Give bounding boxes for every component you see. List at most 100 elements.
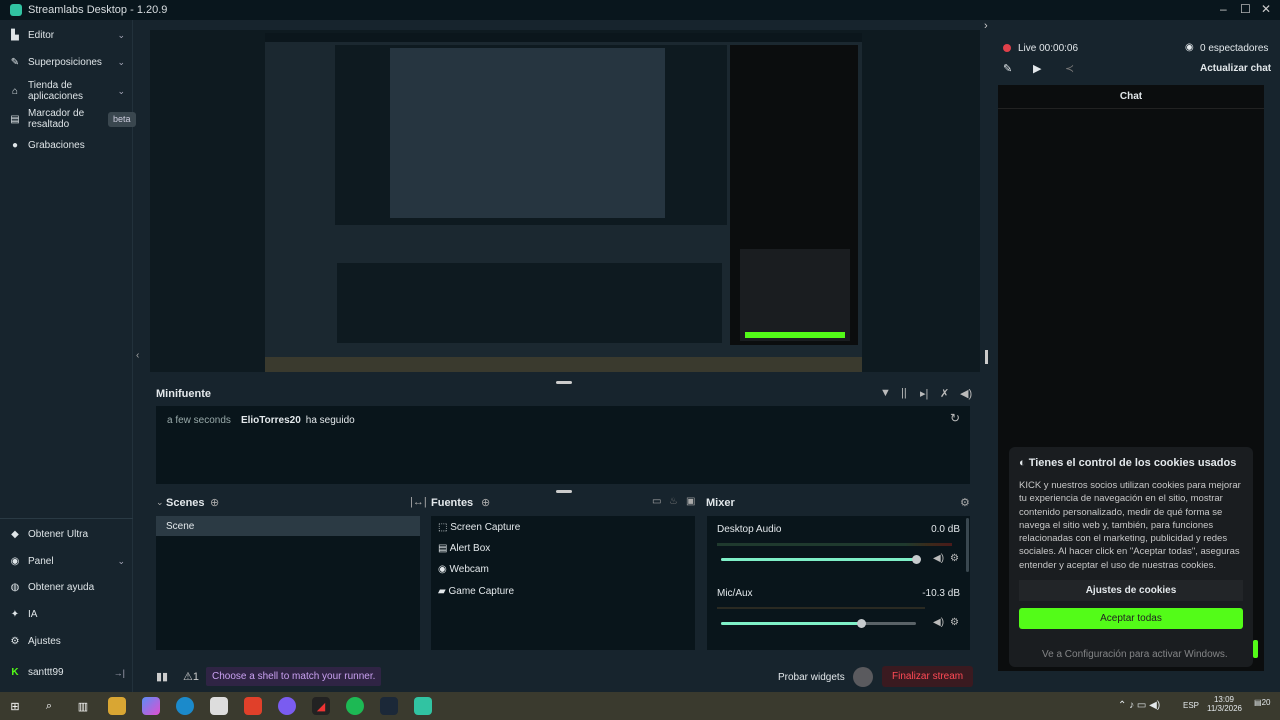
sidebar-item-store[interactable]: ⌂ Tienda de aplicaciones ⌄ — [10, 80, 125, 102]
notifications-icon[interactable]: ▤20 — [1254, 698, 1271, 707]
folder-icon[interactable]: ▣ — [686, 496, 696, 507]
close-button[interactable]: ✕ — [1261, 2, 1272, 16]
gear-icon[interactable]: ⚙ — [950, 617, 959, 628]
stream-preview[interactable] — [265, 33, 862, 372]
chevron-down-icon[interactable]: ⌄ — [156, 497, 164, 507]
cookie-settings-button[interactable]: Ajustes de cookies — [1019, 580, 1243, 602]
edit-icon[interactable]: ✎ — [1003, 63, 1013, 75]
scene-transition-icon[interactable]: |↔| — [410, 496, 427, 508]
streamlabs-icon[interactable] — [414, 697, 432, 715]
volume-icon[interactable]: ◀) — [960, 388, 973, 400]
source-item[interactable]: ▰ Game Capture — [438, 586, 514, 597]
resize-handle[interactable] — [556, 490, 572, 493]
game-app-icon[interactable]: ◢ — [312, 697, 330, 715]
discord-icon[interactable] — [278, 697, 296, 715]
remove-source-icon[interactable]: ♨ — [669, 496, 678, 507]
add-source-icon[interactable]: ⊕ — [481, 497, 491, 509]
scrollbar[interactable] — [966, 518, 969, 572]
source-item[interactable]: ⬚ Screen Capture — [438, 522, 520, 533]
minifeed-list: a few seconds ElioTorres20 ha seguido ↻ — [156, 406, 970, 484]
refresh-icon[interactable]: ↻ — [950, 411, 961, 425]
label: Grabaciones — [28, 140, 85, 151]
minimize-button[interactable]: – — [1220, 2, 1227, 16]
add-scene-icon[interactable]: ⊕ — [210, 497, 220, 509]
sidebar-item-dashboard[interactable]: ◉ Panel ⌄ — [10, 556, 125, 567]
overlays-icon: ✎ — [10, 57, 20, 68]
sidebar-item-ai[interactable]: ✦ IA — [10, 609, 125, 620]
window-title: Streamlabs Desktop - 1.20.9 — [28, 4, 168, 16]
stats-icon[interactable]: ▮▮ — [156, 671, 169, 683]
chevron-down-icon: ⌄ — [117, 556, 125, 566]
share-icon[interactable]: ≺ — [1065, 63, 1075, 75]
collapse-left-icon[interactable]: ‹ — [136, 350, 140, 361]
tip-banner[interactable]: Choose a shell to match your runner. — [206, 667, 382, 686]
maximize-button[interactable]: ☐ — [1240, 2, 1251, 16]
sidebar-item-ultra[interactable]: ◆ Obtener Ultra — [10, 529, 125, 540]
source-item[interactable]: ▤ Alert Box — [438, 543, 490, 554]
speaker-icon[interactable]: ◀) — [933, 553, 945, 564]
scene-item[interactable]: Scene — [156, 516, 420, 536]
gear-icon[interactable]: ⚙ — [960, 497, 970, 509]
resize-handle[interactable] — [556, 381, 572, 384]
eye-icon: ◉ — [1185, 42, 1194, 53]
source-label: Game Capture — [448, 586, 515, 597]
source-group-icon[interactable]: ▭ — [652, 496, 662, 507]
tray-icons[interactable]: ⌃ ♪ ▭ ◀) — [1118, 700, 1161, 711]
task-view-icon[interactable]: ▥ — [77, 700, 89, 713]
gear-icon[interactable]: ⚙ — [950, 553, 959, 564]
camera-icon[interactable]: ▶ — [1033, 63, 1042, 75]
label: Obtener ayuda — [28, 582, 95, 593]
event-row[interactable]: a few seconds ElioTorres20 ha seguido — [167, 415, 355, 426]
end-stream-button[interactable]: Finalizar stream — [882, 666, 974, 687]
sidebar-item-editor[interactable]: ▙ Editor ⌄ — [10, 30, 125, 41]
sidebar: ▙ Editor ⌄ ✎ Superposiciones ⌄ ⌂ Tienda de ap… — [0, 20, 136, 692]
cookie-title: Tienes el control de los cookies usados — [1028, 457, 1237, 469]
windows-start-icon[interactable]: ⊞ — [10, 700, 20, 713]
volume-slider[interactable] — [721, 619, 916, 628]
refresh-chat-button[interactable]: Actualizar chat — [1200, 63, 1272, 74]
event-user: ElioTorres20 — [240, 415, 301, 426]
collapse-right-icon[interactable]: › — [984, 20, 988, 32]
pause-icon[interactable]: || — [901, 387, 907, 399]
source-label: Screen Capture — [450, 522, 521, 533]
preview-titlebar — [265, 33, 862, 42]
label: Superposiciones — [28, 57, 102, 68]
sidebar-item-overlays[interactable]: ✎ Superposiciones ⌄ — [10, 57, 125, 68]
sources-list: ⬚ Screen Capture ▤ Alert Box ◉ Webcam ▰ … — [431, 516, 695, 650]
sidebar-item-settings[interactable]: ⚙ Ajustes — [10, 636, 125, 647]
brave-icon[interactable] — [244, 697, 262, 715]
speaker-icon[interactable]: ◀) — [933, 617, 945, 628]
nested-accept — [745, 332, 845, 338]
play-icon: ● — [11, 140, 19, 151]
resize-handle[interactable] — [985, 350, 988, 364]
cookie-dialog: ◐ Tienes el control de los cookies usado… — [1009, 447, 1253, 667]
store-icon[interactable] — [210, 697, 228, 715]
sidebar-item-help[interactable]: ◍ Obtener ayuda — [10, 582, 125, 593]
volume-slider[interactable] — [721, 555, 921, 564]
search-icon[interactable]: ⌕ — [45, 699, 53, 712]
clock[interactable]: 13:09 11/3/2026 — [1207, 695, 1242, 713]
accept-all-button[interactable]: Aceptar todas — [1019, 608, 1243, 630]
test-widgets-button[interactable]: Probar widgets — [778, 672, 845, 683]
edge-icon[interactable] — [176, 697, 194, 715]
language-indicator[interactable]: ESP — [1183, 701, 1200, 710]
event-action: ha seguido — [305, 415, 355, 426]
mute-alerts-icon[interactable]: ✗ — [940, 388, 950, 400]
copilot-icon[interactable] — [142, 697, 160, 715]
record-button[interactable] — [853, 667, 873, 687]
cookie-title-row: ◐ Tienes el control de los cookies usado… — [1019, 457, 1243, 469]
gamepad-icon: ▰ — [438, 586, 446, 597]
alert-icon[interactable]: ⚠1 — [183, 671, 199, 683]
file-explorer-icon[interactable] — [108, 697, 126, 715]
skip-icon[interactable]: ▸| — [920, 388, 929, 400]
filter-icon[interactable]: ▼ — [880, 387, 891, 399]
volume-meter — [717, 543, 952, 546]
live-status: Live 00:00:06 — [1018, 43, 1079, 54]
sidebar-item-highlighter[interactable]: ▤ Marcador de resaltado beta — [10, 108, 136, 130]
source-item[interactable]: ◉ Webcam — [438, 564, 489, 575]
steam-icon[interactable] — [380, 697, 398, 715]
spotify-icon[interactable] — [346, 697, 364, 715]
sidebar-item-recordings[interactable]: ● Grabaciones — [10, 140, 125, 151]
logout-icon[interactable]: →| — [113, 667, 125, 678]
